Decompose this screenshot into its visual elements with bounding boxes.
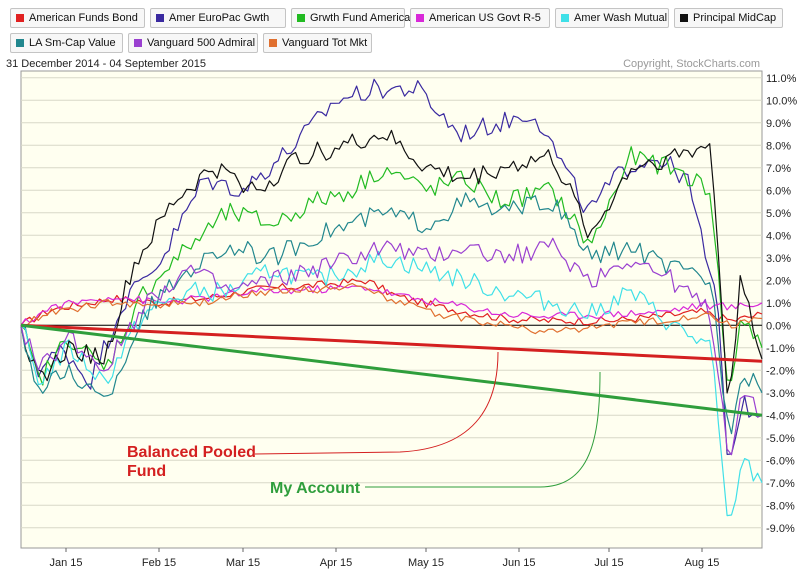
series-line bbox=[20, 129, 763, 394]
legend-swatch bbox=[561, 14, 569, 22]
y-tick-label: 10.0% bbox=[766, 95, 797, 107]
legend-label: Grwth Fund America bbox=[310, 12, 411, 24]
balanced-fund-pointer bbox=[254, 351, 499, 455]
x-tick-label: Jul 15 bbox=[594, 557, 623, 569]
legend-swatch bbox=[269, 39, 277, 47]
my-account-line bbox=[20, 323, 763, 417]
y-tick-label: 0.0% bbox=[766, 320, 791, 332]
x-tick-label: Aug 15 bbox=[685, 557, 720, 569]
y-axis-labels: 11.0% 10.0% 9.0% 8.0% 7.0% 6.0% 5.0% 4.0% 3.0% 2.… bbox=[766, 73, 797, 535]
y-tick-label: 6.0% bbox=[766, 185, 791, 197]
y-tick-label: -4.0% bbox=[766, 410, 795, 422]
copyright-label: Copyright, StockCharts.com bbox=[623, 58, 760, 70]
y-tick-label: 8.0% bbox=[766, 140, 791, 152]
y-tick-label: 1.0% bbox=[766, 298, 791, 310]
x-tick-label: May 15 bbox=[408, 557, 444, 569]
balanced-fund-label: Balanced Pooled Fund bbox=[127, 444, 256, 480]
x-tick-label: Jun 15 bbox=[502, 557, 535, 569]
legend-label: American Funds Bond bbox=[29, 12, 138, 24]
series-line bbox=[20, 282, 763, 335]
y-tick-label: 2.0% bbox=[766, 275, 791, 287]
legend-item[interactable]: American US Govt R-5 bbox=[410, 8, 550, 28]
legend-swatch bbox=[297, 14, 305, 22]
my-account-label: My Account bbox=[270, 480, 361, 497]
y-tick-label: 9.0% bbox=[766, 118, 791, 130]
legend-label: Amer Wash Mutual bbox=[574, 12, 668, 24]
axis-ticks bbox=[65, 548, 703, 552]
legend-label: Vanguard 500 Admiral bbox=[147, 37, 256, 49]
legend-item[interactable]: LA Sm-Cap Value bbox=[10, 33, 123, 53]
legend-swatch bbox=[16, 14, 24, 22]
legend-swatch bbox=[16, 39, 24, 47]
date-range-label: 31 December 2014 - 04 September 2015 bbox=[6, 58, 206, 70]
legend-swatch bbox=[156, 14, 164, 22]
legend-item[interactable]: Vanguard 500 Admiral bbox=[128, 33, 258, 53]
y-tick-label: 11.0% bbox=[766, 73, 797, 85]
legend-label: Amer EuroPac Gwth bbox=[169, 12, 270, 24]
legend-swatch bbox=[680, 14, 688, 22]
my-account-pointer bbox=[365, 371, 601, 488]
legend-swatch bbox=[416, 14, 424, 22]
series-line bbox=[20, 146, 763, 386]
y-tick-label: -7.0% bbox=[766, 478, 795, 490]
legend-item[interactable]: American Funds Bond bbox=[10, 8, 145, 28]
series-layer bbox=[20, 78, 763, 517]
series-line bbox=[20, 250, 763, 517]
overlay-layer: Balanced Pooled Fund My Account bbox=[20, 323, 763, 497]
series-line bbox=[20, 237, 763, 456]
x-axis-labels: Jan 15 Feb 15 Mar 15 Apr 15 May 15 Jun 15 Jul … bbox=[49, 557, 719, 569]
legend-item[interactable]: Vanguard Tot Mkt bbox=[263, 33, 372, 53]
y-tick-label: -5.0% bbox=[766, 433, 795, 445]
y-tick-label: -3.0% bbox=[766, 388, 795, 400]
legend-swatch bbox=[134, 39, 142, 47]
x-tick-label: Jan 15 bbox=[49, 557, 82, 569]
series-line bbox=[20, 285, 763, 326]
y-tick-label: 5.0% bbox=[766, 208, 791, 220]
y-tick-label: 4.0% bbox=[766, 230, 791, 242]
y-tick-label: -9.0% bbox=[766, 523, 795, 535]
y-tick-label: -8.0% bbox=[766, 500, 795, 512]
legend-label: American US Govt R-5 bbox=[429, 12, 541, 24]
legend-item[interactable]: Amer EuroPac Gwth bbox=[150, 8, 286, 28]
legend-item[interactable]: Amer Wash Mutual bbox=[555, 8, 669, 28]
legend-item[interactable]: Grwth Fund America bbox=[291, 8, 410, 28]
series-line bbox=[20, 192, 763, 435]
legend-item[interactable]: Principal MidCap bbox=[674, 8, 783, 28]
y-tick-label: -2.0% bbox=[766, 365, 795, 377]
x-tick-label: Apr 15 bbox=[320, 557, 352, 569]
legend-label: Principal MidCap bbox=[693, 12, 777, 24]
y-tick-label: 7.0% bbox=[766, 163, 791, 175]
x-tick-label: Mar 15 bbox=[226, 557, 260, 569]
balanced-fund-line bbox=[20, 323, 763, 363]
legend-label: LA Sm-Cap Value bbox=[29, 37, 116, 49]
y-tick-label: -1.0% bbox=[766, 343, 795, 355]
x-tick-label: Feb 15 bbox=[142, 557, 176, 569]
y-tick-label: -6.0% bbox=[766, 455, 795, 467]
y-tick-label: 3.0% bbox=[766, 253, 791, 265]
legend-label: Vanguard Tot Mkt bbox=[282, 37, 368, 49]
